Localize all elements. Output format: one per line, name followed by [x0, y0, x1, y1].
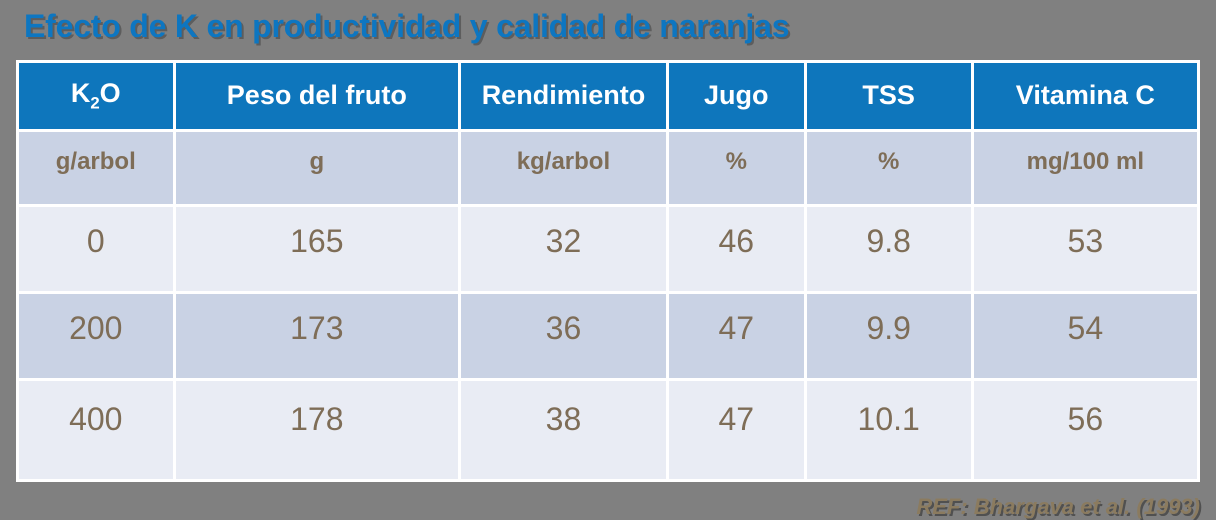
table-cell: 200 [19, 293, 173, 378]
table-cell: 165 [175, 206, 459, 291]
column-header-vitamina-c: Vitamina C [973, 62, 1197, 129]
table-cell: 32 [461, 206, 666, 291]
unit-cell-vitamina-c: mg/100 ml [973, 131, 1197, 204]
units-row: g/arbol g kg/arbol % % mg/100 ml [19, 131, 1197, 204]
k2o-label-k: K [70, 78, 91, 109]
table-cell: 9.8 [806, 206, 971, 291]
column-header-rendimiento: Rendimiento [461, 62, 666, 129]
header-row: K2O Peso del fruto Rendimiento Jugo TSS … [19, 62, 1197, 129]
table-row: 200 173 36 47 9.9 54 [19, 293, 1197, 378]
column-header-k2o: K2O [19, 62, 173, 129]
reference-citation: REF: Bhargava et al. (1993) [916, 493, 1200, 519]
column-header-jugo: Jugo [668, 62, 804, 129]
table-cell: 38 [461, 380, 666, 479]
data-table: K2O Peso del fruto Rendimiento Jugo TSS … [16, 59, 1200, 482]
table-cell: 9.9 [806, 293, 971, 378]
table-cell: 0 [19, 206, 173, 291]
table-cell: 36 [461, 293, 666, 378]
table-cell: 53 [973, 206, 1197, 291]
table-cell: 54 [973, 293, 1197, 378]
table-row: 400 178 38 47 10.1 56 [19, 380, 1197, 479]
column-header-peso: Peso del fruto [175, 62, 459, 129]
page-title: Efecto de K en productividad y calidad d… [24, 8, 790, 44]
unit-cell-peso: g [175, 131, 459, 204]
unit-cell-tss: % [806, 131, 971, 204]
unit-cell-rendimiento: kg/arbol [461, 131, 666, 204]
table-row: 0 165 32 46 9.8 53 [19, 206, 1197, 291]
table-cell: 47 [668, 293, 804, 378]
table-cell: 56 [973, 380, 1197, 479]
table-cell: 173 [175, 293, 459, 378]
table-cell: 178 [175, 380, 459, 479]
k2o-label-o: O [99, 78, 121, 109]
table-cell: 46 [668, 206, 804, 291]
table-cell: 10.1 [806, 380, 971, 479]
k2o-subscript: 2 [90, 93, 100, 113]
column-header-tss: TSS [806, 62, 971, 129]
table-cell: 47 [668, 380, 804, 479]
table-cell: 400 [19, 380, 173, 479]
unit-cell-jugo: % [668, 131, 804, 204]
unit-cell-k2o: g/arbol [19, 131, 173, 204]
